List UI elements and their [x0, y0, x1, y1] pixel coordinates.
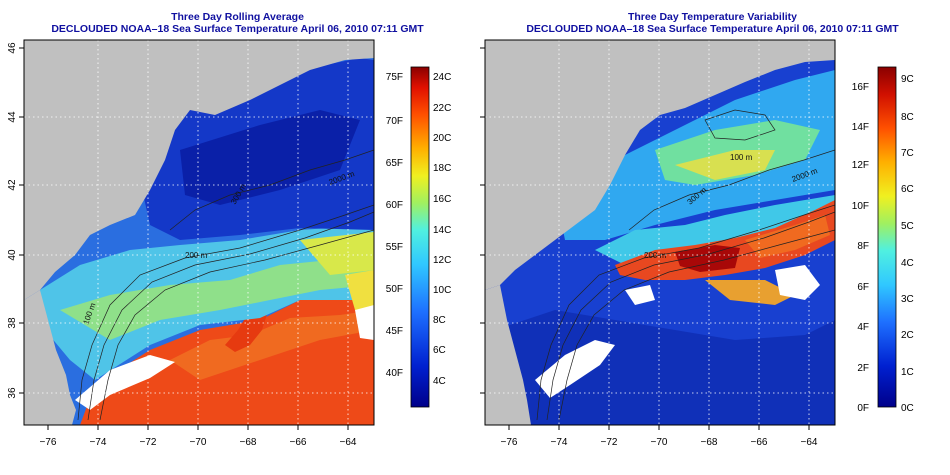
colorbar-f-label: 10F [852, 201, 869, 212]
colorbar-f-label: 70F [386, 116, 403, 127]
colorbar-c-label: 24C [433, 72, 451, 83]
contour-label-200m: 200 m [185, 251, 208, 260]
colorbar-c-label: 16C [433, 194, 451, 205]
x-tick-label: −64 [801, 437, 818, 448]
colorbar-f-label: 16F [852, 82, 869, 93]
right-title: Three Day Temperature Variability [627, 11, 798, 23]
colorbar-f-label: 75F [386, 72, 403, 83]
left-map-frame [23, 39, 375, 426]
colorbar-f-label: 4F [857, 322, 869, 333]
contour-label-100m: 100 m [730, 153, 753, 162]
left-map-figure: 200 m 100 m 300 m 2000 m [7, 39, 451, 448]
right-subtitle: DECLOUDED NOAA–18 Sea Surface Temperatur… [526, 23, 899, 35]
colorbar-f-label: 65F [386, 158, 403, 169]
colorbar-c-label: 10C [433, 285, 451, 296]
x-tick-label: −76 [40, 437, 57, 448]
colorbar-f-label: 8F [857, 241, 869, 252]
x-tick-label: −68 [240, 437, 257, 448]
colorbar-c-label: 9C [901, 74, 914, 85]
colorbar-c-label: 0C [901, 403, 914, 414]
colorbar-c-label: 4C [433, 376, 446, 387]
x-tick-label: −68 [701, 437, 718, 448]
x-tick-label: −74 [551, 437, 568, 448]
y-tick-label: 44 [7, 111, 18, 123]
colorbar-c-label: 1C [901, 367, 914, 378]
colorbar-c-label: 14C [433, 225, 451, 236]
x-tick-label: −72 [140, 437, 157, 448]
colorbar-f-label: 0F [857, 403, 869, 414]
left-colorbar [410, 66, 430, 408]
x-tick-label: −66 [290, 437, 307, 448]
x-tick-label: −70 [651, 437, 668, 448]
colorbar-f-label: 45F [386, 326, 403, 337]
x-tick-label: −64 [340, 437, 357, 448]
colorbar-f-label: 55F [386, 242, 403, 253]
right-variability-map: 200 m 100 m 300 m 2000 m [485, 40, 835, 425]
x-tick-label: −72 [601, 437, 618, 448]
left-title: Three Day Rolling Average [171, 11, 304, 23]
x-tick-label: −76 [501, 437, 518, 448]
y-tick-label: 42 [7, 179, 18, 191]
colorbar-f-label: 50F [386, 284, 403, 295]
left-panel: Three Day Rolling Average DECLOUDED NOAA… [7, 11, 451, 448]
right-panel: Three Day Temperature Variability DECLOU… [475, 0, 950, 475]
left-subtitle: DECLOUDED NOAA–18 Sea Surface Temperatur… [51, 23, 424, 35]
colorbar-f-label: 2F [857, 363, 869, 374]
colorbar-c-label: 12C [433, 255, 451, 266]
colorbar-c-label: 18C [433, 163, 451, 174]
colorbar-c-label: 3C [901, 294, 914, 305]
colorbar-c-label: 8C [901, 112, 914, 123]
right-map-figure: 200 m 100 m 300 m 2000 m [480, 39, 914, 448]
y-tick-label: 36 [7, 387, 18, 399]
colorbar-f-label: 40F [386, 368, 403, 379]
x-tick-label: −70 [190, 437, 207, 448]
y-tick-label: 38 [7, 317, 18, 329]
right-map-frame [484, 39, 836, 426]
y-tick-label: 46 [7, 42, 18, 54]
colorbar-c-label: 5C [901, 221, 914, 232]
colorbar-c-label: 2C [901, 330, 914, 341]
colorbar-c-label: 20C [433, 133, 451, 144]
colorbar-c-label: 7C [901, 148, 914, 159]
right-colorbar [877, 66, 897, 408]
x-tick-label: −74 [90, 437, 107, 448]
left-sst-map: 200 m 100 m 300 m 2000 m [24, 40, 374, 425]
colorbar-c-label: 4C [901, 258, 914, 269]
colorbar-f-label: 6F [857, 282, 869, 293]
colorbar-f-label: 14F [852, 122, 869, 133]
colorbar-c-label: 6C [901, 184, 914, 195]
colorbar-c-label: 8C [433, 315, 446, 326]
colorbar-c-label: 6C [433, 345, 446, 356]
contour-label-200m: 200 m [644, 251, 667, 260]
x-tick-label: −66 [751, 437, 768, 448]
colorbar-f-label: 12F [852, 160, 869, 171]
colorbar-c-label: 22C [433, 103, 451, 114]
y-tick-label: 40 [7, 249, 18, 261]
colorbar-f-label: 60F [386, 200, 403, 211]
